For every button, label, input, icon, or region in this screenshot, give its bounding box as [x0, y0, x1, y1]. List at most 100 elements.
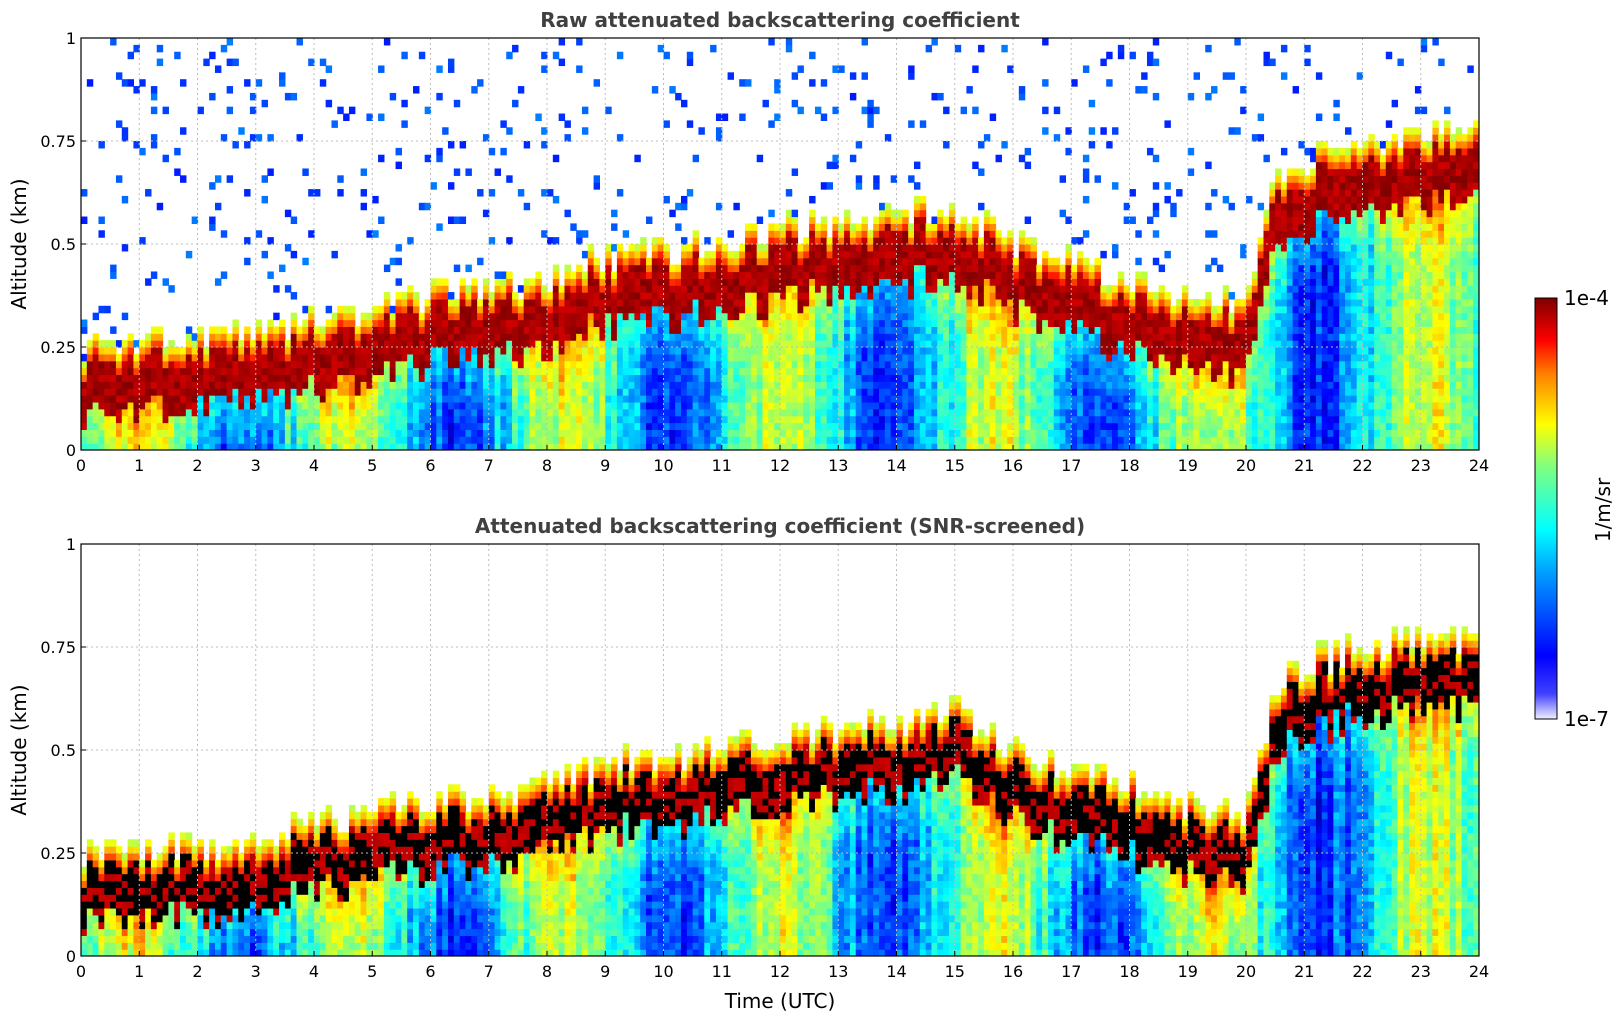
heatmap-cell	[1106, 333, 1113, 341]
heatmap-cell	[407, 326, 414, 334]
heatmap-cell	[966, 353, 973, 362]
heatmap-cell	[86, 374, 94, 382]
heatmap-cell	[1106, 401, 1113, 410]
heatmap-cell	[989, 230, 997, 238]
heatmap-cell	[896, 305, 903, 314]
heatmap-cell	[978, 429, 985, 437]
heatmap-cell	[284, 429, 292, 437]
heatmap-cell	[447, 319, 455, 327]
heatmap-cell	[599, 360, 606, 369]
heatmap-cell	[366, 353, 373, 362]
heatmap-cell	[978, 347, 985, 355]
heatmap-cell	[366, 340, 373, 348]
heatmap-cell	[581, 278, 589, 286]
heatmap-cell	[855, 415, 863, 424]
heatmap-cell	[302, 367, 309, 376]
heatmap-cell	[150, 367, 158, 376]
heatmap-cell	[774, 415, 781, 424]
heatmap-cell	[238, 367, 245, 376]
heatmap-cell	[1082, 285, 1090, 293]
heatmap-cell	[395, 395, 402, 403]
heatmap-cell	[1112, 305, 1119, 314]
heatmap-cell	[989, 312, 997, 321]
heatmap-cell	[471, 326, 478, 334]
heatmap-cell	[884, 209, 892, 218]
heatmap-cell	[587, 367, 595, 376]
heatmap-cell	[844, 401, 851, 410]
heatmap-cell	[785, 209, 793, 218]
heatmap-cell	[855, 285, 863, 293]
heatmap-cell	[185, 408, 193, 417]
heatmap-cell	[873, 257, 880, 266]
heatmap-cell	[1030, 395, 1037, 403]
heatmap-cell	[745, 367, 752, 376]
heatmap-cell	[931, 223, 938, 231]
heatmap-cell	[762, 319, 769, 327]
heatmap-cell	[995, 292, 1002, 300]
heatmap-cell	[115, 422, 123, 430]
heatmap-cell	[541, 408, 548, 417]
heatmap-cell	[750, 319, 758, 327]
heatmap-cell	[523, 374, 531, 382]
heatmap-cell	[780, 326, 787, 334]
heatmap-cell	[488, 415, 496, 424]
heatmap-cell	[238, 360, 245, 369]
heatmap-cell	[366, 360, 373, 369]
heatmap-cell	[296, 395, 303, 403]
heatmap-cell	[424, 326, 432, 334]
heatmap-cell	[599, 429, 606, 437]
heatmap-cell	[576, 381, 583, 389]
heatmap-cell	[780, 429, 787, 437]
heatmap-cell	[453, 312, 461, 321]
heatmap-cell	[1106, 305, 1113, 314]
heatmap-cell	[1024, 443, 1032, 450]
heatmap-cell	[348, 305, 356, 314]
heatmap-cell	[378, 401, 385, 410]
heatmap-cell	[395, 305, 402, 314]
heatmap-cell	[523, 141, 531, 149]
heatmap-cell	[168, 415, 175, 424]
heatmap-cell	[1071, 285, 1078, 293]
heatmap-cell	[756, 340, 764, 348]
heatmap-cell	[413, 360, 420, 369]
heatmap-cell	[261, 388, 268, 396]
heatmap-cell	[430, 298, 437, 307]
heatmap-cell	[1082, 326, 1090, 334]
heatmap-cell	[721, 333, 729, 341]
heatmap-cell	[1001, 319, 1008, 327]
heatmap-cell	[203, 374, 210, 382]
heatmap-cell	[587, 271, 595, 279]
heatmap-cell	[191, 374, 199, 382]
heatmap-cell	[861, 429, 868, 437]
heatmap-cell	[640, 381, 647, 389]
heatmap-cell	[978, 381, 985, 389]
heatmap-cell	[669, 374, 676, 382]
heatmap-cell	[1001, 285, 1008, 293]
heatmap-cell	[453, 395, 461, 403]
heatmap-cell	[762, 388, 769, 396]
heatmap-cell	[651, 436, 659, 444]
heatmap-cell	[832, 367, 839, 376]
heatmap-cell	[436, 333, 443, 341]
heatmap-cell	[81, 429, 88, 437]
heatmap-cell	[139, 79, 146, 87]
heatmap-cell	[1053, 374, 1061, 382]
heatmap-cell	[564, 298, 571, 307]
heatmap-cell	[1065, 340, 1072, 348]
heatmap-cell	[214, 415, 222, 424]
heatmap-cell	[948, 202, 956, 211]
heatmap-cell	[948, 326, 956, 334]
heatmap-cell	[500, 395, 507, 403]
heatmap-cell	[482, 333, 490, 341]
heatmap-cell	[605, 285, 612, 293]
heatmap-cell	[721, 347, 729, 355]
heatmap-cell	[447, 415, 455, 424]
heatmap-cell	[780, 312, 787, 321]
heatmap-cell	[506, 333, 513, 341]
heatmap-cell	[81, 408, 88, 417]
heatmap-cell	[680, 326, 688, 334]
heatmap-cell	[669, 312, 676, 321]
heatmap-cell	[611, 353, 618, 362]
heatmap-cell	[797, 429, 804, 437]
heatmap-cell	[739, 312, 746, 321]
